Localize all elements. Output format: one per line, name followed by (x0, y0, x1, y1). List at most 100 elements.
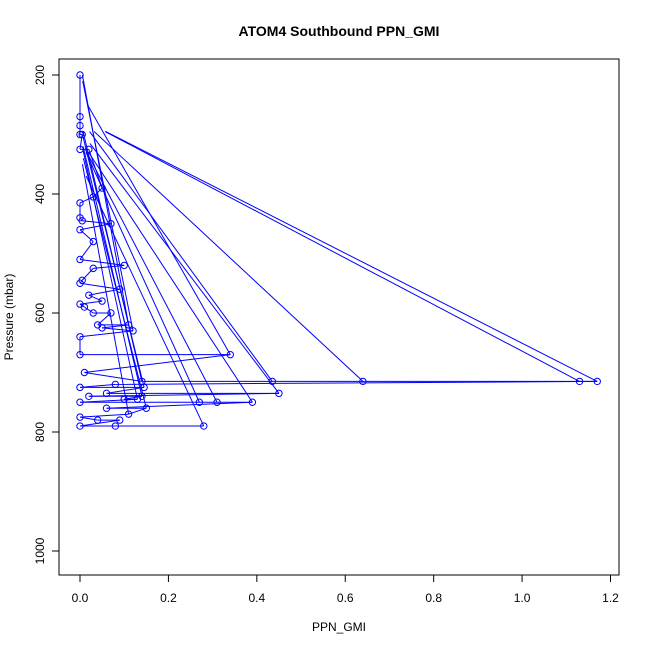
data-point (111, 422, 120, 430)
x-tick-label: 0.8 (425, 591, 442, 605)
data-point (138, 392, 146, 400)
data-point (93, 416, 102, 424)
data-point (102, 404, 111, 412)
series-segment (84, 306, 94, 314)
y-axis-label: Pressure (mbar) (2, 274, 16, 361)
series-segment (79, 241, 94, 260)
data-point (76, 422, 84, 430)
data-point (78, 130, 86, 139)
series-segment (104, 131, 580, 382)
data-point (142, 404, 151, 412)
data-point (593, 377, 601, 386)
data-point (195, 398, 204, 406)
series-segment (87, 104, 231, 355)
data-point (120, 261, 128, 270)
series-segment (86, 152, 218, 403)
series-segment (102, 327, 134, 332)
series-segment (105, 131, 598, 382)
data-point (359, 377, 367, 386)
data-point (138, 377, 146, 386)
data-point (124, 321, 133, 329)
chart-title: ATOM4 Southbound PPN_GMI (239, 23, 440, 39)
series-segment (82, 220, 111, 225)
data-point (76, 383, 84, 392)
series-segment (79, 330, 134, 338)
data-point (76, 398, 84, 406)
series-segment (106, 401, 253, 409)
series-segment (85, 175, 205, 427)
series-segment (97, 312, 112, 326)
data-point (76, 350, 84, 359)
series-segment (88, 152, 253, 403)
series-segment (79, 413, 129, 418)
x-tick-label: 0.2 (160, 591, 177, 605)
data-point (116, 285, 124, 293)
data-point (275, 389, 283, 398)
x-tick-label: 1.0 (514, 591, 531, 605)
data-point (76, 199, 84, 207)
series-points (76, 71, 601, 430)
plot-frame (58, 58, 620, 576)
data-point (89, 237, 97, 246)
data-point (76, 112, 84, 121)
x-axis: 0.0 0.2 0.4 0.6 0.8 1.0 1.2 (72, 574, 619, 605)
data-point (575, 377, 584, 386)
data-point (76, 226, 84, 234)
data-point (200, 422, 208, 430)
series-segment (79, 419, 120, 427)
data-point (76, 145, 84, 154)
series-segment (79, 196, 94, 204)
series-segment (84, 354, 231, 373)
data-point (98, 184, 106, 192)
series-segment (82, 80, 134, 331)
data-point (76, 130, 84, 139)
data-point (89, 264, 97, 273)
series-segment (81, 164, 130, 415)
series-segment (82, 131, 143, 382)
data-point (268, 377, 277, 386)
y-axis: 200 400 600 800 1000 (33, 65, 60, 564)
data-point (213, 398, 221, 406)
data-point (85, 145, 93, 154)
data-point (124, 410, 133, 418)
data-point (107, 309, 115, 317)
series-segment (79, 303, 85, 308)
x-tick-label: 1.2 (602, 591, 619, 605)
series-segment (79, 229, 94, 242)
data-point (116, 416, 124, 424)
data-point (129, 327, 137, 335)
y-tick-label: 1000 (33, 537, 47, 564)
series-segment (102, 324, 129, 329)
series-segment (106, 386, 145, 394)
series-segment (79, 223, 112, 231)
data-point (248, 398, 257, 406)
data-point (85, 291, 93, 299)
series-segment (84, 372, 142, 382)
series-segment (88, 288, 120, 296)
x-tick-label: 0.4 (248, 591, 265, 605)
data-point (102, 389, 111, 398)
data-point (76, 333, 84, 341)
series-segment (79, 258, 125, 266)
data-point (111, 380, 120, 389)
data-point (76, 413, 84, 421)
data-point (107, 220, 115, 228)
data-point (80, 368, 89, 377)
series-segment (115, 380, 598, 385)
x-axis-label: PPN_GMI (312, 620, 366, 634)
data-point (78, 276, 86, 284)
data-point (80, 303, 89, 311)
data-point (89, 193, 97, 201)
y-tick-label: 400 (33, 184, 47, 204)
data-point (76, 121, 84, 130)
data-point (76, 255, 84, 264)
y-tick-label: 200 (33, 65, 47, 85)
series-segment (89, 131, 273, 382)
series-segment (79, 282, 120, 290)
x-tick-label: 0.6 (337, 591, 354, 605)
series-lines (79, 74, 598, 427)
x-tick-label: 0.0 (72, 591, 89, 605)
data-point (89, 309, 97, 317)
y-tick-label: 800 (33, 422, 47, 442)
